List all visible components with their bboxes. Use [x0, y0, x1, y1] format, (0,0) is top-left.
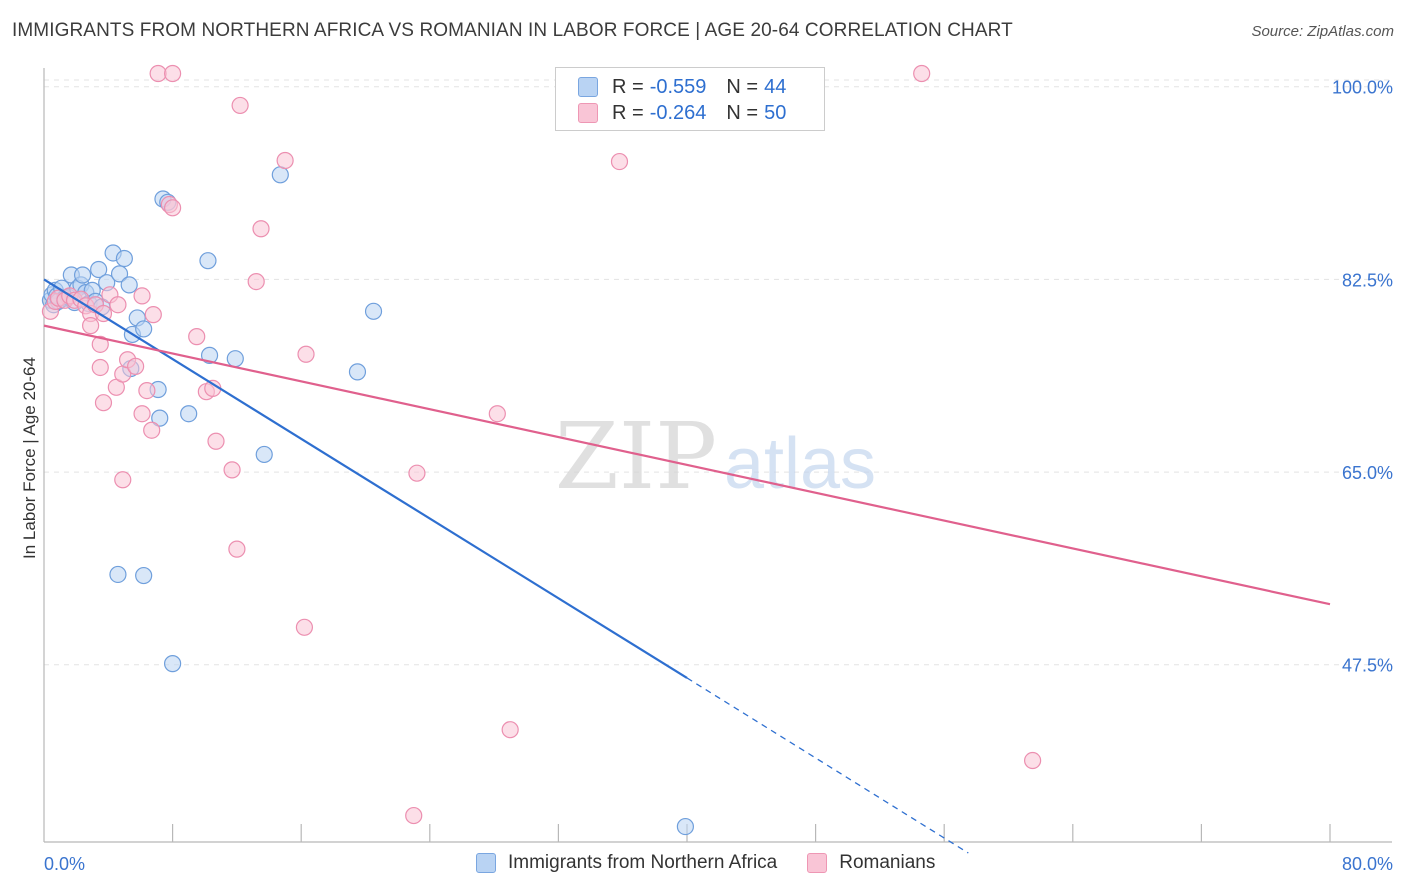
- data-point-blue: [110, 265, 129, 283]
- data-point-blue: [135, 320, 153, 338]
- watermark-atlas: atlas: [724, 424, 876, 504]
- data-point-blue: [90, 260, 108, 279]
- data-point-blue: [226, 350, 244, 368]
- legend-swatch-pink: [578, 103, 598, 123]
- chart-title: IMMIGRANTS FROM NORTHERN AFRICA VS ROMAN…: [12, 20, 1013, 41]
- series-legend-label-blue: Immigrants from Northern Africa: [508, 852, 778, 873]
- y-tick-label: 47.5%: [1342, 656, 1393, 676]
- data-point-pink: [149, 64, 167, 83]
- data-point-pink: [207, 432, 225, 450]
- data-point-blue: [120, 276, 138, 294]
- data-point-blue: [199, 252, 217, 270]
- r-label: R =: [612, 75, 644, 98]
- trend-line-extension-blue: [686, 677, 969, 854]
- tick-label-layer: 100.0% 82.5% 65.0% 47.5% 0.0% 80.0%: [44, 78, 1393, 874]
- points-layer: [41, 64, 1042, 836]
- watermark: ZIP atlas: [555, 403, 876, 510]
- watermark-zip: ZIP: [555, 403, 717, 510]
- data-point-pink: [91, 335, 109, 353]
- x-tick-label: 0.0%: [44, 854, 85, 874]
- data-point-blue: [180, 405, 198, 423]
- data-point-pink: [1024, 751, 1042, 770]
- data-point-pink: [82, 317, 100, 335]
- data-point-pink: [610, 152, 629, 171]
- series-legend-label-pink: Romanians: [839, 852, 936, 873]
- y-tick-label: 100.0%: [1332, 78, 1393, 98]
- r-value-pink: -0.264: [649, 101, 707, 124]
- data-point-pink: [127, 357, 145, 375]
- data-point-pink: [164, 64, 182, 83]
- stats-legend-row-blue: R = -0.559 N = 44: [578, 74, 786, 100]
- data-point-blue: [676, 817, 694, 836]
- data-point-blue: [364, 302, 383, 320]
- source-label: Source: ZipAtlas.com: [1251, 23, 1394, 40]
- n-label: N =: [726, 101, 759, 124]
- axis-layer: [43, 68, 1392, 843]
- data-point-blue: [271, 166, 289, 184]
- x-tick-label: 80.0%: [1342, 854, 1393, 874]
- data-point-pink: [228, 540, 246, 558]
- n-value-pink: 50: [764, 101, 787, 124]
- series-legend: Immigrants from Northern Africa Romanian…: [476, 852, 965, 874]
- trend-line-blue: [43, 278, 688, 679]
- data-point-pink: [247, 272, 265, 291]
- data-point-pink: [94, 394, 113, 412]
- data-point-blue: [200, 346, 219, 364]
- series-swatch-pink: [807, 853, 828, 873]
- data-point-pink: [133, 287, 151, 305]
- data-point-pink: [138, 381, 156, 400]
- data-point-blue: [255, 445, 273, 464]
- data-point-pink: [144, 306, 162, 324]
- data-point-pink: [488, 405, 506, 423]
- trend-layer: [43, 278, 1331, 854]
- data-point-blue: [348, 363, 367, 381]
- data-point-pink: [252, 220, 270, 238]
- data-point-pink: [223, 461, 241, 479]
- data-point-pink: [114, 471, 132, 489]
- data-point-pink: [91, 358, 109, 377]
- data-point-blue: [115, 249, 133, 268]
- stats-legend: R = -0.559 N = 44 R = -0.264 N = 50: [555, 67, 825, 131]
- y-tick-label: 82.5%: [1342, 270, 1393, 290]
- data-point-blue: [135, 566, 153, 585]
- data-point-pink: [913, 64, 931, 83]
- stats-legend-row-pink: R = -0.264 N = 50: [578, 100, 786, 126]
- data-point-pink: [143, 421, 161, 439]
- data-point-pink: [164, 199, 182, 217]
- legend-swatch-blue: [578, 77, 598, 97]
- data-point-pink: [405, 806, 423, 825]
- y-tick-label: 65.0%: [1342, 463, 1393, 483]
- n-value-blue: 44: [764, 75, 787, 98]
- data-point-blue: [73, 266, 92, 284]
- data-point-pink: [408, 464, 426, 482]
- r-label: R =: [612, 101, 644, 124]
- data-point-blue: [109, 565, 127, 584]
- data-point-pink: [188, 328, 206, 346]
- r-value-blue: -0.559: [649, 75, 707, 98]
- series-legend-item-blue: Immigrants from Northern Africa: [476, 852, 777, 874]
- data-point-pink: [295, 618, 314, 636]
- series-swatch-blue: [476, 853, 496, 873]
- data-point-pink: [276, 151, 294, 170]
- data-point-pink: [501, 721, 519, 739]
- n-label: N =: [726, 75, 759, 98]
- trend-line-pink: [43, 324, 1331, 606]
- data-point-pink: [109, 296, 127, 314]
- series-legend-item-pink: Romanians: [807, 852, 935, 874]
- data-point-blue: [164, 655, 182, 673]
- data-point-pink: [297, 345, 315, 363]
- grid-layer: [44, 79, 1390, 666]
- data-point-blue: [151, 409, 169, 427]
- data-point-pink: [231, 96, 249, 115]
- data-point-pink: [133, 405, 151, 423]
